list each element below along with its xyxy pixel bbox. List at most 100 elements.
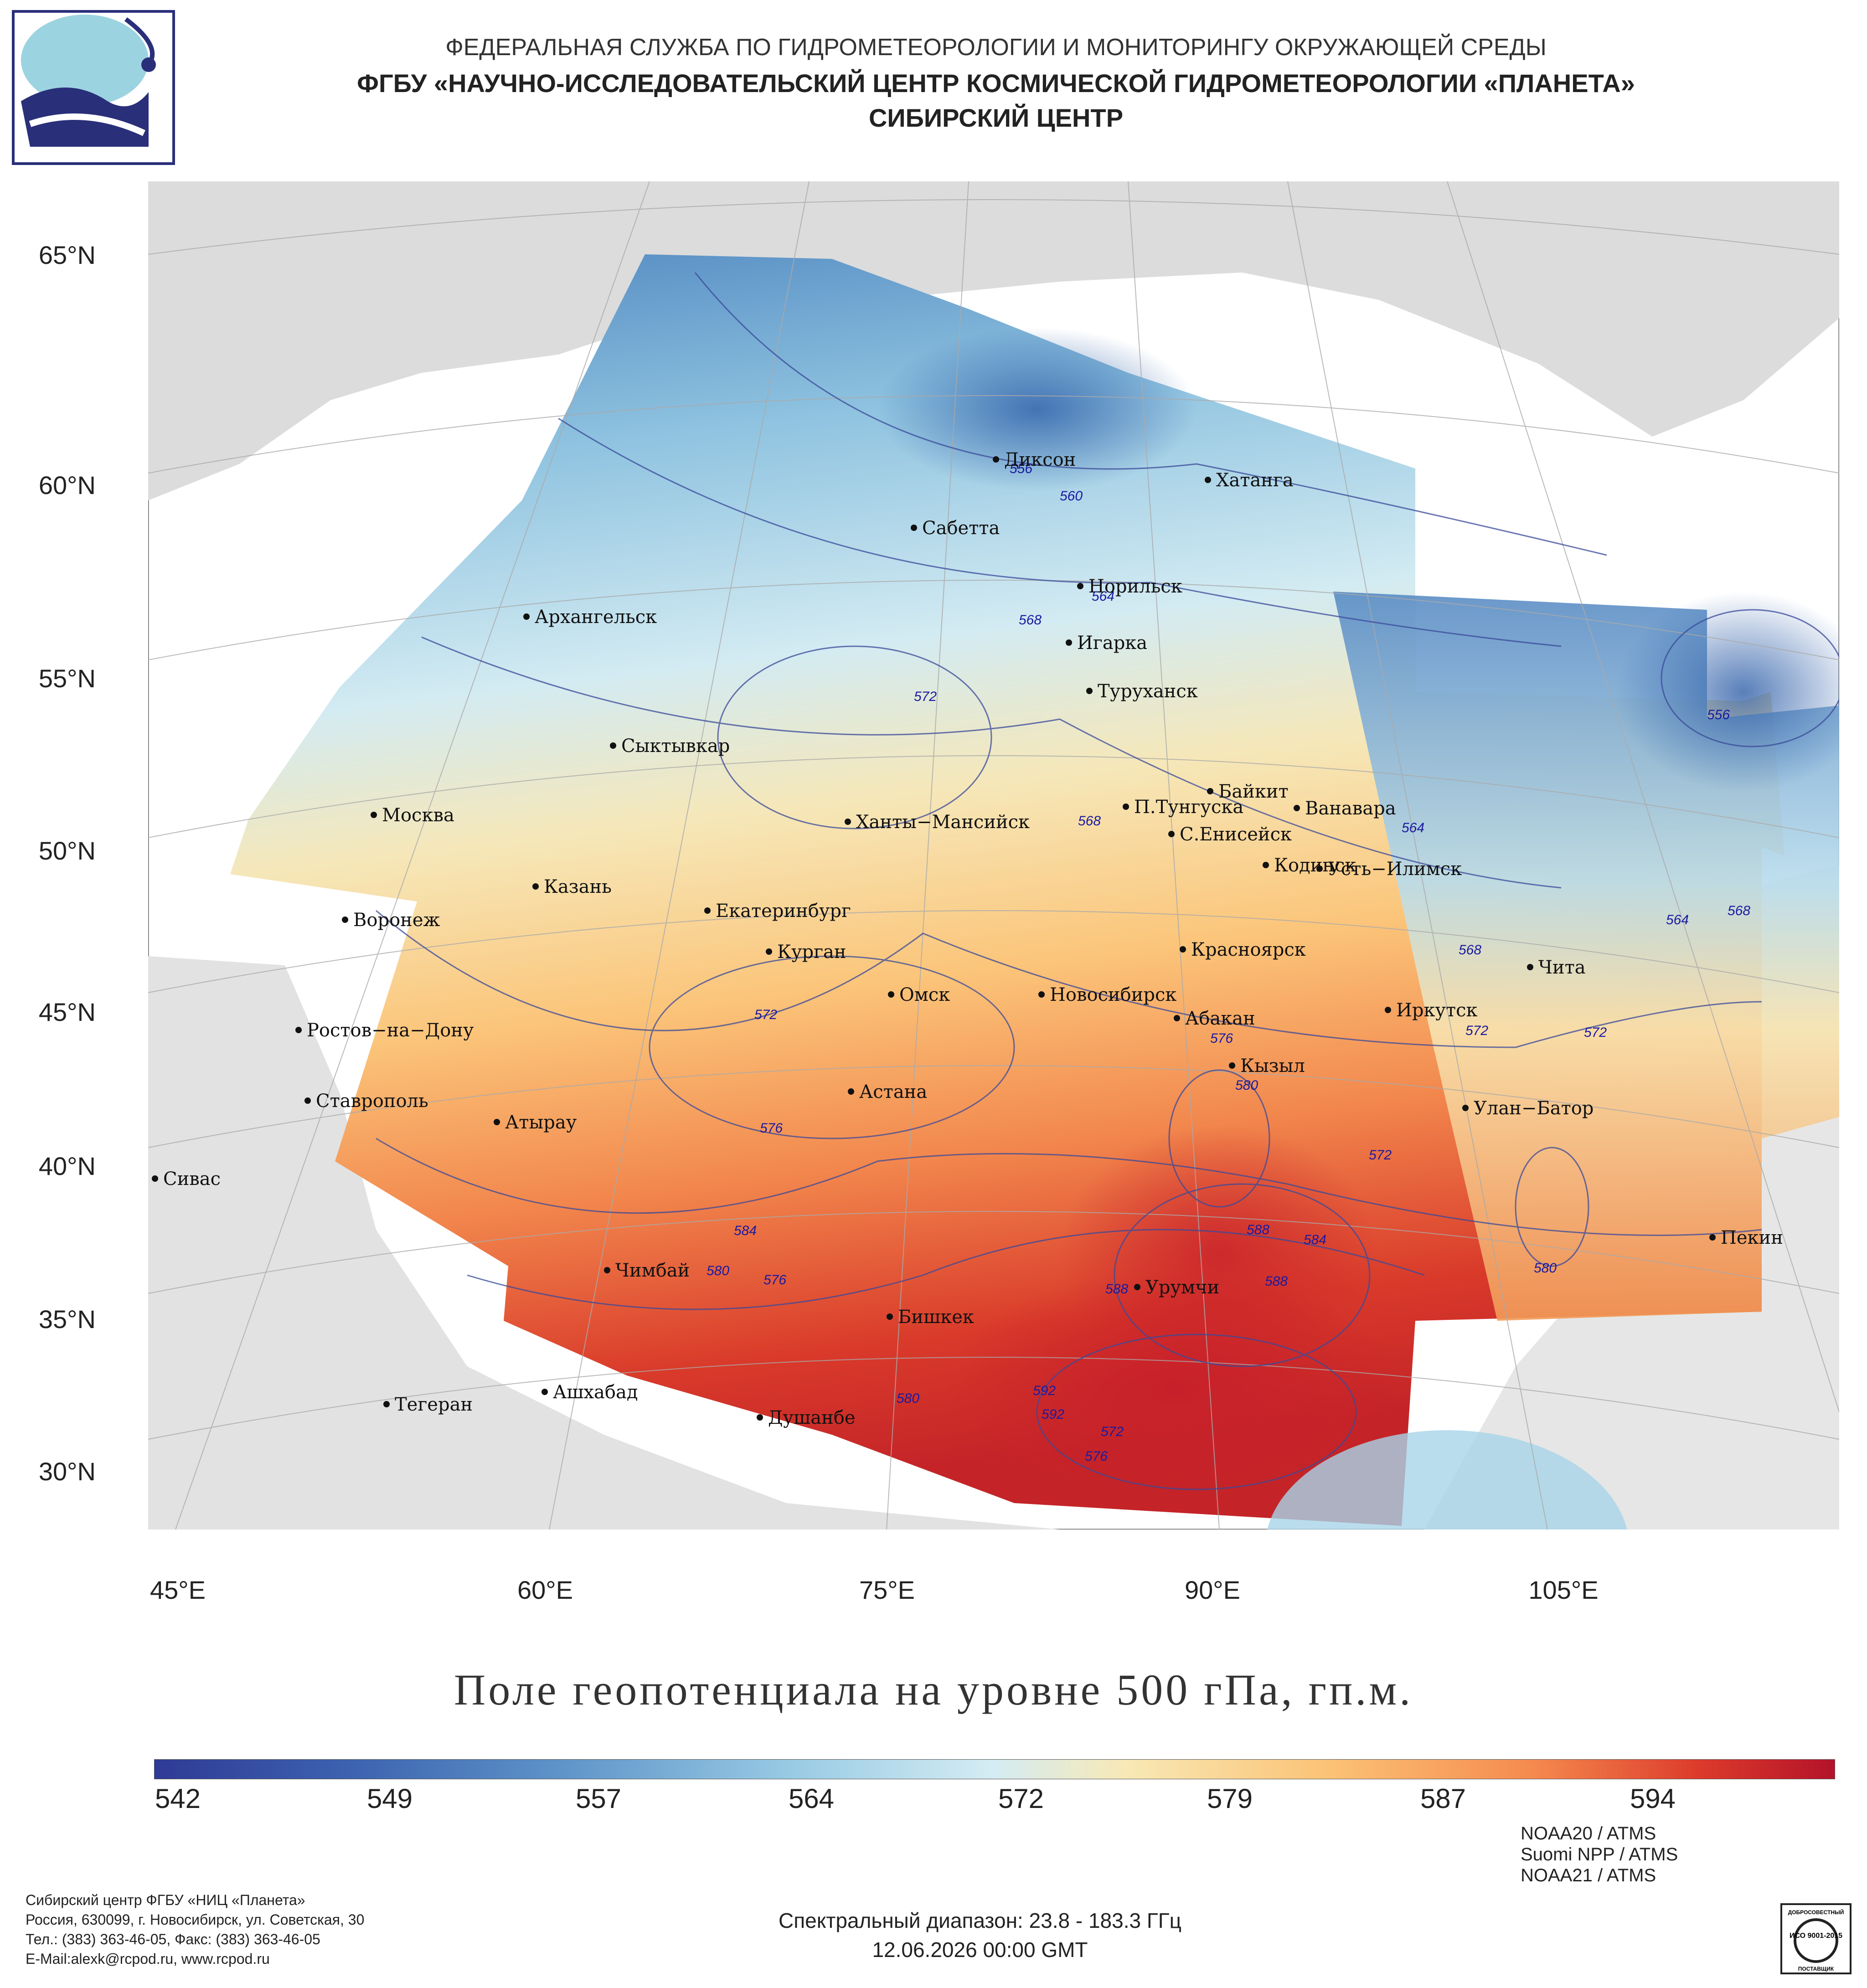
city-label: Екатеринбург	[716, 901, 851, 922]
city-dot	[494, 1119, 500, 1125]
city-dot	[888, 991, 894, 998]
city-dot	[887, 1313, 893, 1320]
satellite-item: Suomi NPP / ATMS	[1521, 1844, 1678, 1864]
city-dot	[1066, 639, 1072, 646]
contour-label: 564	[1402, 820, 1424, 835]
contour-label: 576	[1210, 1031, 1233, 1046]
colorbar-tick: 587	[1420, 1783, 1466, 1814]
contour-label: 572	[914, 689, 937, 704]
city-label: Сабетта	[922, 518, 1000, 539]
city-label: Чита	[1538, 957, 1586, 978]
city-dot	[1174, 1015, 1180, 1021]
contour-label: 568	[1019, 613, 1042, 628]
contour-label: 580	[1534, 1261, 1557, 1276]
iso-badge-text: ДОБРОСОВЕСТНЫЙ	[1788, 1909, 1844, 1916]
city-dot	[1462, 1105, 1469, 1111]
city-dot	[1077, 583, 1083, 589]
city-label: Кодинск	[1274, 855, 1356, 876]
city-label: Душанбе	[768, 1407, 856, 1428]
contour-label: 572	[1369, 1148, 1392, 1163]
city-dot	[1527, 964, 1533, 970]
contour-label: 572	[754, 1007, 777, 1022]
city-label: Урумчи	[1145, 1277, 1219, 1298]
city-dot	[1205, 477, 1211, 483]
city-label: Усть−Илимск	[1328, 859, 1462, 880]
city-label: Пекин	[1721, 1227, 1783, 1248]
city-dot	[848, 1088, 854, 1095]
city-label: Новосибирск	[1050, 984, 1176, 1005]
contour-label: 576	[1085, 1449, 1108, 1464]
city-dot	[1263, 862, 1269, 868]
iso-badge-text: ИСО 9001-2015	[1790, 1932, 1842, 1940]
city-label: С.Енисейск	[1180, 824, 1292, 845]
contour-label: 592	[1042, 1407, 1064, 1422]
city-dot	[532, 883, 539, 890]
city-label: Иркутск	[1396, 1000, 1478, 1021]
header-organization: ФГБУ «НАУЧНО-ИССЛЕДОВАТЕЛЬСКИЙ ЦЕНТР КОС…	[357, 69, 1635, 98]
city-dot	[1294, 805, 1300, 811]
contour-label: 568	[1728, 903, 1750, 918]
city-label: Норильск	[1088, 576, 1182, 597]
city-dot	[342, 917, 348, 923]
iso-badge-text: ПОСТАВЩИК	[1798, 1966, 1834, 1972]
contour-label: 580	[1235, 1078, 1258, 1093]
footer-org: Сибирский центр ФГБУ «НИЦ «Планета»	[26, 1892, 305, 1908]
city-dot	[993, 456, 999, 463]
contour-label: 580	[897, 1391, 919, 1406]
city-dot	[1709, 1234, 1716, 1241]
header-center: СИБИРСКИЙ ЦЕНТР	[868, 103, 1124, 132]
city-dot	[1038, 991, 1045, 998]
contour-label: 588	[1247, 1222, 1269, 1237]
contour-label: 572	[1584, 1025, 1607, 1040]
lat-label: 45°N	[38, 998, 96, 1026]
contour-label: 556	[1010, 461, 1032, 476]
city-label: Красноярск	[1191, 939, 1306, 960]
lat-label: 55°N	[38, 664, 96, 693]
colorbar-tick: 564	[788, 1783, 835, 1814]
contour-label: 560	[1060, 489, 1083, 504]
city-dot	[1207, 788, 1213, 794]
city-dot	[1168, 831, 1175, 837]
lat-label: 60°N	[38, 471, 96, 500]
city-label: Туруханск	[1098, 681, 1198, 702]
footer-address: Россия, 630099, г. Новосибирск, ул. Сове…	[26, 1911, 365, 1928]
contour-label: 568	[1459, 942, 1481, 958]
city-label: Астана	[859, 1082, 927, 1102]
colorbar-tick: 579	[1207, 1783, 1253, 1814]
city-dot	[295, 1027, 302, 1033]
contour-label: 568	[1078, 814, 1101, 829]
city-dot	[911, 525, 917, 531]
city-markers: Диксон Хатанга Сабетта Норильск Архангельск И…	[152, 449, 1783, 1428]
iso-certificate-badge: ДОБРОСОВЕСТНЫЙ ИСО 9001-2015 ПОСТАВЩИК	[1780, 1903, 1852, 1974]
contour-label: 588	[1105, 1282, 1128, 1297]
city-dot	[766, 948, 772, 955]
city-dot	[1229, 1062, 1235, 1069]
colorbar-tick: 549	[366, 1783, 413, 1814]
contour-label: 592	[1033, 1383, 1056, 1398]
geopotential-map: 556 560 564 568 572 576 580 584 588 592 556 564 568 5…	[148, 181, 1839, 1530]
city-label: Кызыл	[1240, 1056, 1305, 1076]
lat-label: 30°N	[38, 1457, 96, 1486]
lon-label: 60°E	[517, 1576, 573, 1604]
footer-phone: Тел.: (383) 363-46-05, Факс: (383) 363-4…	[26, 1931, 320, 1947]
city-dot	[1123, 803, 1129, 810]
contour-label: 572	[1465, 1023, 1488, 1038]
city-label: Курган	[777, 942, 846, 963]
city-label: Игарка	[1077, 633, 1147, 654]
contour-label: 580	[707, 1263, 729, 1278]
city-label: Ростов−на−Дону	[307, 1020, 474, 1041]
lat-label: 50°N	[38, 836, 96, 865]
city-label: Бишкек	[898, 1307, 974, 1328]
city-dot	[1180, 946, 1186, 953]
city-dot	[542, 1389, 548, 1395]
colorbar-tick: 572	[998, 1783, 1044, 1814]
map-title: Поле геопотенциала на уровне 500 гПа, гп…	[454, 1665, 1413, 1714]
planeta-logo	[12, 10, 175, 165]
lat-label: 35°N	[38, 1305, 96, 1334]
city-label: Чимбай	[615, 1260, 690, 1281]
city-label: Ашхабад	[553, 1382, 638, 1403]
spectral-range: Спектральный диапазон: 23.8 - 183.3 ГГц	[778, 1909, 1182, 1932]
lon-label: 105°E	[1528, 1576, 1599, 1604]
city-dot	[1316, 865, 1323, 872]
city-label: Омск	[899, 984, 950, 1005]
